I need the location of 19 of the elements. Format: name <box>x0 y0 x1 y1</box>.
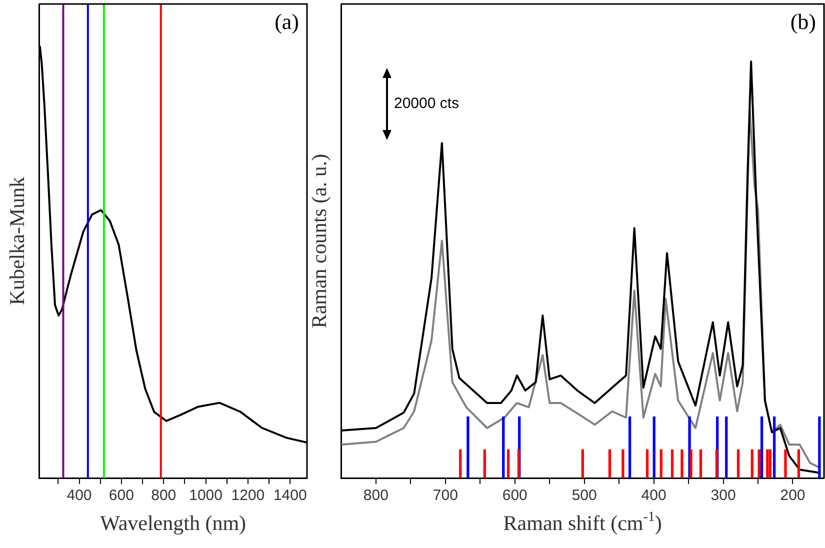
x-tick-label: 800 <box>363 487 388 504</box>
x-tick-label: 200 <box>780 487 806 504</box>
x-tick-label: 800 <box>151 487 176 504</box>
x-tick-label: 400 <box>66 487 92 504</box>
annotation: 20000 cts <box>394 95 460 112</box>
x-tick-label: 400 <box>641 487 666 504</box>
x-axis-title: Wavelength (nm) <box>100 511 246 535</box>
x-tick-label: 600 <box>502 487 528 504</box>
text: (a) <box>274 8 299 34</box>
x-tick-label: 500 <box>572 487 597 504</box>
x-tick-label: 700 <box>432 487 458 504</box>
x-tick-label: 1200 <box>231 487 265 504</box>
x-tick-label: 1400 <box>273 487 307 504</box>
x-tick-label: 300 <box>710 487 736 504</box>
text: (b) <box>790 8 816 34</box>
x-tick-label: 1000 <box>189 487 222 504</box>
y-axis-title: Kubelka-Munk <box>5 176 30 306</box>
x-tick-label: 600 <box>108 487 134 504</box>
y-axis-title: Raman counts (a. u.) <box>307 154 332 328</box>
